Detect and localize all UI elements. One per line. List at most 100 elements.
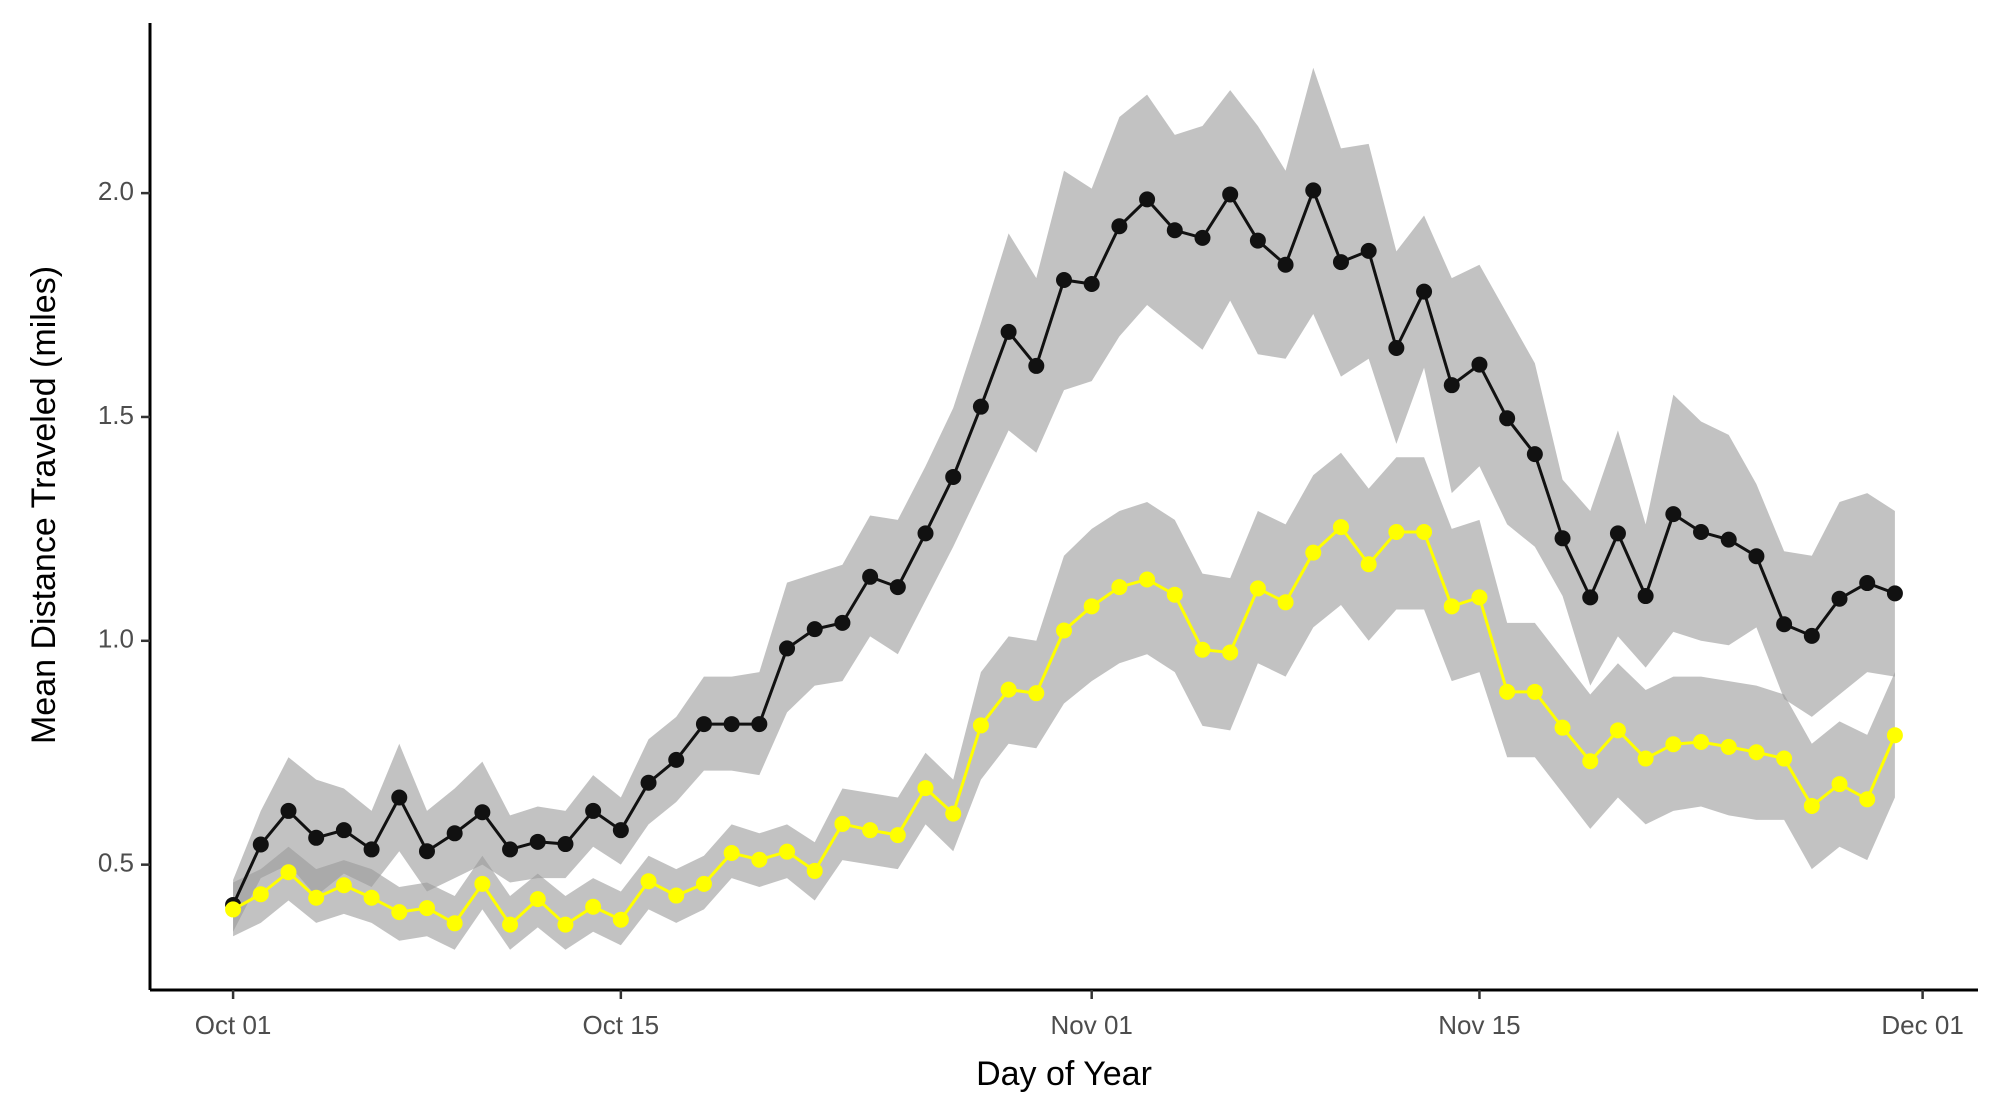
point: [1111, 218, 1128, 235]
point: [972, 398, 989, 415]
y-tick-label: 1.0: [98, 624, 134, 654]
point: [1111, 579, 1128, 596]
point: [1360, 556, 1377, 573]
point: [1582, 753, 1599, 770]
point: [252, 836, 269, 853]
point: [1665, 506, 1682, 523]
point: [779, 843, 796, 860]
point: [1194, 229, 1211, 246]
point: [585, 898, 602, 915]
point: [1443, 377, 1460, 394]
point: [917, 780, 934, 797]
point: [1056, 622, 1072, 639]
point: [1720, 531, 1737, 548]
point: [1831, 776, 1848, 793]
point: [1803, 798, 1820, 815]
point: [640, 873, 657, 890]
point: [723, 716, 740, 733]
point: [640, 774, 657, 791]
point: [1499, 410, 1516, 427]
point: [1471, 589, 1488, 606]
point: [1748, 548, 1765, 565]
point: [1083, 598, 1100, 615]
point: [1582, 589, 1599, 606]
point: [1609, 525, 1626, 542]
y-axis-title: Mean Distance Traveled (miles): [25, 266, 63, 744]
point: [1748, 744, 1765, 761]
point: [1859, 791, 1876, 808]
y-tick-label: 0.5: [98, 848, 134, 878]
point: [723, 845, 740, 862]
point: [751, 851, 768, 868]
point: [418, 843, 435, 860]
point: [446, 915, 463, 932]
point: [1056, 271, 1072, 288]
point: [280, 802, 297, 819]
point: [363, 841, 380, 858]
point: [1249, 580, 1266, 597]
point: [363, 889, 380, 906]
point: [695, 875, 712, 892]
point: [1776, 616, 1793, 633]
point: [889, 827, 906, 844]
point: [972, 717, 989, 734]
point: [751, 716, 768, 733]
point: [1554, 530, 1571, 547]
point: [612, 822, 629, 839]
x-tick-label: Nov 01: [1051, 1010, 1133, 1040]
point: [1222, 186, 1239, 203]
point: [1139, 191, 1156, 208]
point: [252, 886, 269, 903]
point: [502, 916, 519, 933]
point: [1388, 340, 1405, 357]
point: [1803, 627, 1820, 644]
point: [225, 901, 242, 918]
point: [585, 802, 602, 819]
point: [945, 468, 962, 485]
point: [1554, 719, 1571, 736]
point: [834, 614, 851, 631]
point: [1332, 254, 1349, 271]
point: [1693, 733, 1710, 750]
point: [1499, 683, 1516, 700]
point: [557, 836, 574, 853]
point: [474, 875, 491, 892]
point: [1637, 750, 1654, 767]
point: [1332, 519, 1349, 536]
point: [1194, 641, 1211, 658]
point: [502, 841, 519, 858]
point: [391, 789, 408, 806]
point: [474, 804, 491, 821]
y-tick-label: 2.0: [98, 176, 134, 206]
point: [1526, 683, 1543, 700]
point: [1083, 276, 1100, 293]
point: [889, 579, 906, 596]
point: [1886, 727, 1903, 744]
point: [806, 862, 823, 879]
point: [1000, 681, 1017, 698]
point: [529, 891, 546, 908]
x-tick-label: Nov 15: [1438, 1010, 1520, 1040]
point: [1859, 575, 1876, 592]
x-tick-label: Oct 01: [195, 1010, 272, 1040]
confidence-band: [233, 452, 1895, 950]
point: [1222, 644, 1239, 661]
point: [335, 877, 352, 894]
x-tick-label: Oct 15: [583, 1010, 660, 1040]
point: [1416, 524, 1433, 541]
point: [1028, 357, 1045, 374]
x-axis-title: Day of Year: [976, 1055, 1152, 1093]
point: [1166, 586, 1183, 603]
point: [1776, 750, 1793, 767]
point: [1277, 594, 1294, 611]
point: [446, 825, 463, 842]
point: [1360, 242, 1377, 259]
point: [695, 716, 712, 733]
point: [862, 822, 879, 839]
point: [335, 822, 352, 839]
point: [280, 864, 297, 881]
point: [418, 900, 435, 917]
x-tick-label: Dec 01: [1881, 1010, 1963, 1040]
